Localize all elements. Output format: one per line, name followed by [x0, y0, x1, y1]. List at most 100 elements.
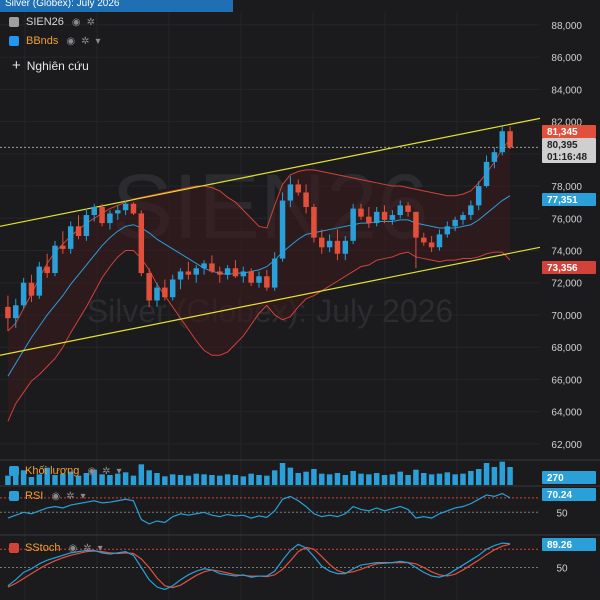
volume-label: Khối lượng — [25, 465, 80, 477]
volume-bar — [13, 473, 19, 485]
candle-body — [452, 219, 458, 227]
candle-body — [248, 271, 254, 283]
gear-icon[interactable]: ✲ — [83, 542, 92, 554]
price-tick-label: 86,000 — [551, 53, 582, 64]
price-tick-label: 68,000 — [551, 343, 582, 354]
volume-bar — [217, 475, 223, 485]
plus-icon: + — [12, 57, 21, 74]
indicator-panes: 270 70.24 50 89.26 50 — [0, 459, 600, 591]
candle-body — [52, 245, 58, 274]
chevron-down-icon[interactable]: ▾ — [116, 465, 122, 477]
candle-body — [389, 215, 396, 220]
legend-bb[interactable]: BBnds ◉ ✲ ▾ — [9, 33, 107, 49]
add-indicator-button[interactable]: + Nghiên cứu — [12, 57, 89, 74]
volume-bar — [421, 473, 427, 485]
candle-body — [44, 266, 50, 274]
price-tick-label: 72,000 — [551, 279, 582, 290]
bollinger-lines — [7, 138, 511, 422]
volume-bar — [381, 475, 388, 485]
volume-bar — [264, 475, 270, 485]
chevron-down-icon[interactable]: ▾ — [80, 490, 86, 502]
eye-icon[interactable]: ◉ — [51, 490, 61, 502]
trend-channel[interactable] — [0, 117, 541, 356]
volume-bar — [287, 467, 294, 485]
candle-body — [91, 206, 97, 216]
volume-bar — [444, 472, 451, 485]
candle-body — [468, 205, 474, 216]
candle-body — [177, 271, 184, 280]
candle-body — [483, 161, 490, 187]
candle-body — [436, 234, 443, 248]
volume-bar — [44, 467, 50, 485]
gear-icon[interactable]: ✲ — [66, 490, 75, 502]
eye-icon[interactable]: ◉ — [87, 465, 97, 477]
bollinger-middle — [7, 195, 511, 377]
volume-bar — [397, 471, 403, 485]
main-series-swatch — [9, 17, 19, 27]
candle-body — [303, 192, 309, 207]
stoch-k-line — [7, 542, 511, 591]
volume-bar — [350, 471, 356, 485]
volume-bar — [295, 473, 301, 485]
legend-rsi[interactable]: RSI ◉ ✲ ▾ — [9, 489, 92, 503]
price-tick-label: 78,000 — [551, 182, 582, 193]
candle-body — [507, 131, 513, 148]
eye-icon[interactable]: ◉ — [71, 16, 81, 28]
stoch-level-label: 50 — [556, 564, 568, 575]
candle-body — [20, 282, 27, 306]
candle-body — [75, 226, 82, 236]
gear-icon[interactable]: ✲ — [81, 35, 90, 47]
candle-body — [107, 213, 113, 224]
volume-bar — [107, 475, 113, 485]
chevron-down-icon[interactable]: ▾ — [97, 542, 103, 554]
volume-bar — [122, 472, 129, 485]
volume-bar — [154, 473, 160, 485]
volume-bar — [201, 474, 207, 485]
volume-bar — [162, 476, 168, 485]
price-axis[interactable]: 88,00086,00084,00082,00080,00078,00076,0… — [540, 0, 600, 600]
candle-body — [491, 152, 498, 162]
channel-upper-line — [0, 117, 541, 227]
candle-body — [28, 282, 35, 296]
stoch-value-tag-bg — [542, 538, 596, 551]
candle-body — [381, 211, 388, 220]
volume-bar — [452, 474, 458, 485]
volume-bar — [436, 473, 443, 485]
volume-bar — [232, 475, 239, 485]
candle-body — [326, 240, 333, 248]
volume-bar — [209, 475, 215, 485]
candle-body — [311, 206, 317, 238]
bb-middle-tag: 77,351 — [542, 193, 596, 206]
candle-body — [13, 305, 19, 319]
candle-body — [444, 226, 451, 235]
candle-body — [279, 200, 286, 259]
gear-icon[interactable]: ✲ — [102, 465, 111, 477]
bb-swatch — [9, 36, 19, 46]
volume-bar — [36, 474, 43, 485]
volume-bar — [177, 475, 184, 485]
volume-bar — [5, 475, 11, 485]
volume-bar — [224, 474, 231, 485]
volume-bar — [334, 473, 341, 485]
legend-stoch[interactable]: SStoch ◉ ✲ ▾ — [9, 541, 109, 555]
eye-icon[interactable]: ◉ — [66, 35, 76, 47]
chevron-down-icon[interactable]: ▾ — [95, 35, 101, 47]
volume-value-tag-bg — [542, 471, 596, 484]
volume-bar — [256, 475, 262, 485]
candle-body — [217, 271, 223, 275]
crosshair-price-tag-bg — [542, 138, 596, 151]
rsi-line — [7, 492, 511, 525]
candle-body — [358, 208, 364, 217]
volume-bar — [20, 470, 27, 485]
candle-body — [169, 279, 176, 298]
volume-bar — [405, 475, 411, 485]
gear-icon[interactable]: ✲ — [86, 16, 96, 28]
price-tick-label: 70,000 — [551, 311, 582, 322]
candle-body — [475, 186, 482, 206]
eye-icon[interactable]: ◉ — [68, 542, 78, 554]
price-tick-label: 76,000 — [551, 214, 582, 225]
legend-main[interactable]: SIEN26 ◉ ✲ — [9, 14, 101, 30]
legend-volume[interactable]: Khối lượng ◉ ✲ ▾ — [9, 464, 128, 478]
candle-body — [366, 216, 372, 224]
